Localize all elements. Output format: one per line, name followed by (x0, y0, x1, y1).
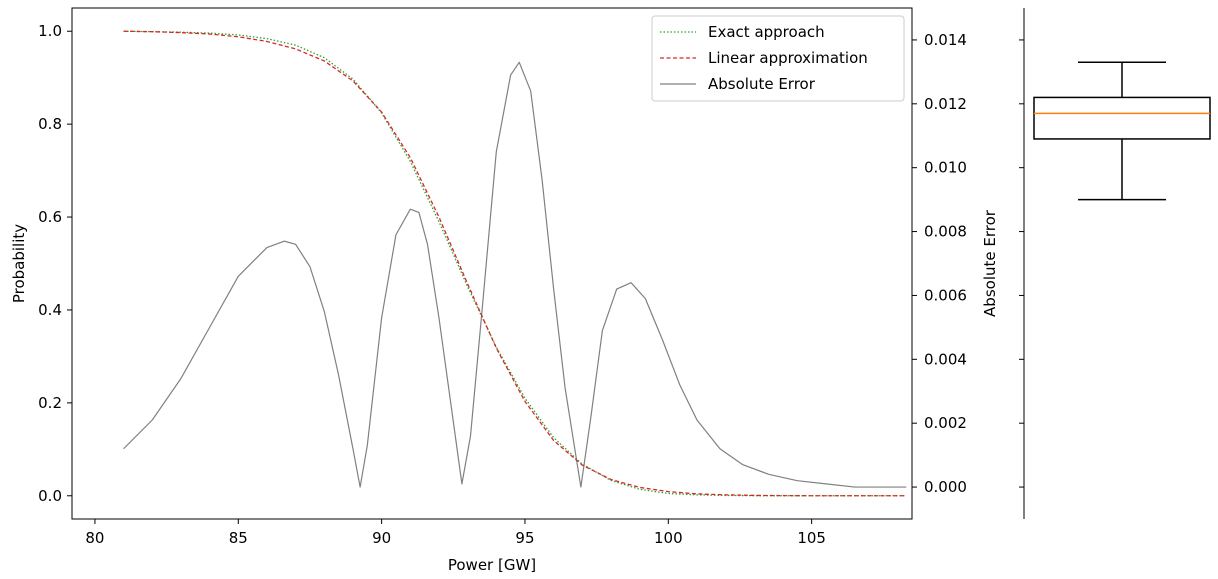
x-tick-label: 95 (515, 529, 534, 547)
y-tick-label: 0.6 (38, 208, 62, 226)
y2-tick-label: 0.004 (924, 350, 967, 368)
legend-box (651, 15, 905, 102)
x-axis-label: Power [GW] (448, 556, 536, 574)
boxplot-box (1033, 96, 1211, 140)
plot-frame (71, 7, 913, 520)
y-tick-label: 0.0 (38, 487, 62, 505)
x-tick-label: 80 (85, 529, 104, 547)
y-tick-label: 0.8 (38, 115, 62, 133)
x-tick-label: 105 (797, 529, 826, 547)
y2-tick-label: 0.006 (924, 286, 967, 304)
y2-tick-label: 0.014 (924, 31, 967, 49)
y2-tick-label: 0.000 (924, 478, 967, 496)
x-tick-label: 100 (654, 529, 683, 547)
y-tick-label: 0.2 (38, 394, 62, 412)
series-line-exact-approach (123, 30, 907, 497)
y2-axis-label: Absolute Error (981, 209, 999, 317)
series-line-linear-approximation (123, 30, 907, 497)
legend-label: Linear approximation (708, 49, 868, 67)
y2-tick-label: 0.012 (924, 95, 967, 113)
legend-label: Exact approach (708, 23, 825, 41)
y-axis-label: Probability (10, 224, 28, 303)
x-tick-label: 90 (372, 529, 391, 547)
y-tick-label: 0.4 (38, 301, 62, 319)
series-line-absolute-error (123, 61, 907, 488)
y-tick-label: 1.0 (38, 22, 62, 40)
y2-tick-label: 0.010 (924, 159, 967, 177)
legend-label: Absolute Error (708, 75, 816, 93)
y2-tick-label: 0.008 (924, 223, 967, 241)
y2-tick-label: 0.002 (924, 414, 967, 432)
x-tick-label: 85 (229, 529, 248, 547)
